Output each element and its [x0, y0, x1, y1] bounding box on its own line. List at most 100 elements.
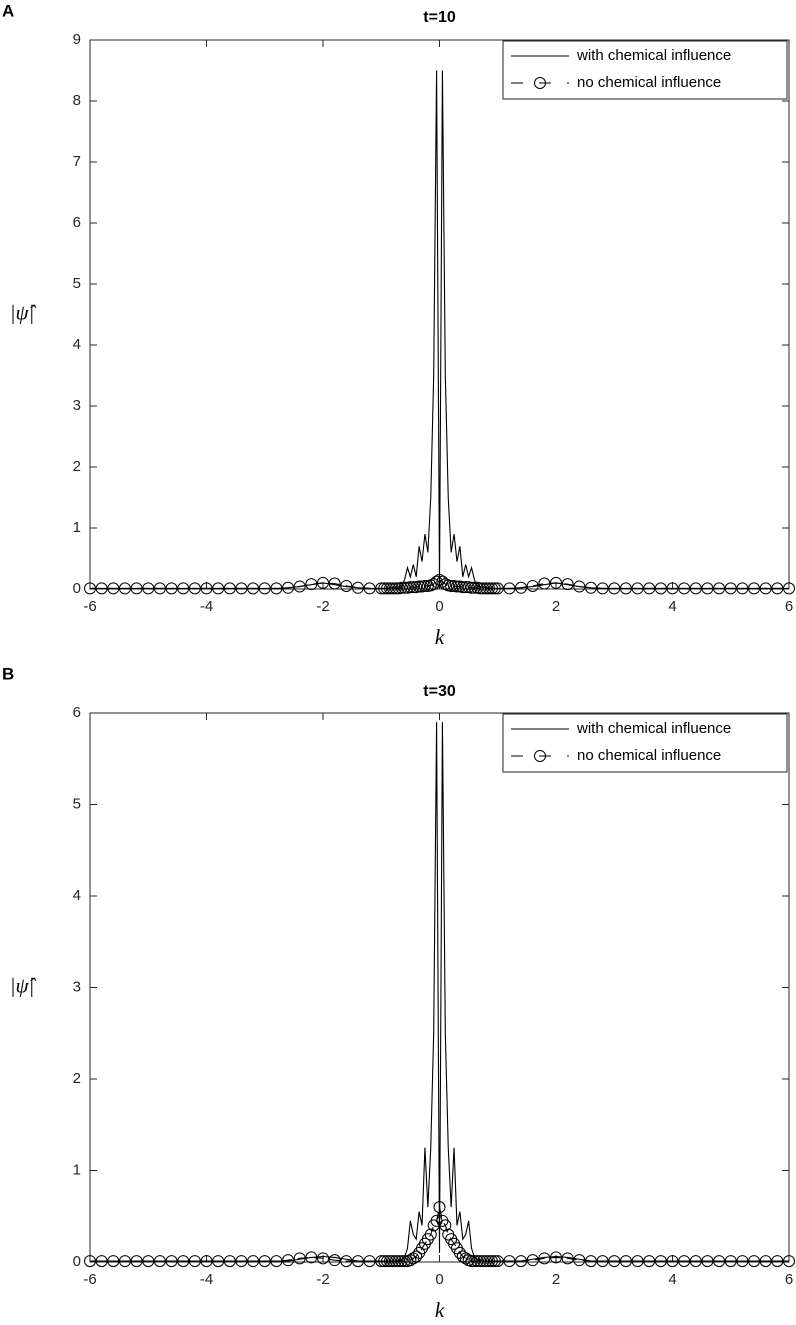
y-tick-label: 5 [73, 795, 81, 812]
y-tick-label: 1 [73, 1161, 81, 1178]
data-point [538, 577, 551, 590]
data-point [619, 582, 632, 595]
data-point [459, 1252, 472, 1265]
x-tick-label: 2 [552, 598, 560, 615]
data-point [503, 1255, 516, 1268]
y-tick-label: 5 [73, 275, 81, 292]
data-point [573, 1254, 586, 1267]
legend-label: no chemical influence [577, 747, 721, 764]
data-point [381, 1255, 394, 1268]
data-point [200, 582, 213, 595]
y-tick-label: 4 [73, 887, 81, 904]
data-point [389, 582, 402, 595]
data-point [584, 1255, 597, 1268]
data-point [654, 582, 667, 595]
y-tick-label: 6 [73, 704, 81, 721]
x-tick-label: 4 [668, 598, 676, 615]
data-point [643, 1255, 656, 1268]
data-point [561, 578, 574, 591]
data-point [678, 1255, 691, 1268]
data-point [724, 582, 737, 595]
data-point [404, 1254, 417, 1267]
data-point [118, 1255, 131, 1268]
data-point [736, 1255, 749, 1268]
data-point [748, 1255, 761, 1268]
data-point [392, 1255, 405, 1268]
data-point [351, 581, 364, 594]
data-point [153, 1255, 166, 1268]
data-point [212, 582, 225, 595]
legend-box [502, 713, 788, 773]
data-point [488, 1255, 501, 1268]
data-point [736, 582, 749, 595]
data-point [305, 578, 318, 591]
data-point [526, 1254, 539, 1267]
data-point [483, 1255, 496, 1268]
data-point [474, 1255, 487, 1268]
panel-label: A [2, 1, 14, 20]
data-point [608, 1255, 621, 1268]
data-point [701, 582, 714, 595]
data-point [404, 581, 417, 594]
data-point [456, 581, 469, 594]
legend-marker [534, 77, 546, 89]
y-tick-label: 0 [73, 580, 81, 597]
x-tick-label: 0 [435, 1271, 443, 1288]
legend-marker [534, 750, 546, 762]
data-point [596, 582, 609, 595]
data-point [689, 1255, 702, 1268]
data-point [468, 1255, 481, 1268]
data-point [95, 582, 108, 595]
data-point [375, 582, 388, 595]
y-axis-label: |ψ̂| [10, 973, 37, 997]
data-point [378, 582, 391, 595]
data-point [340, 1255, 353, 1268]
data-point [398, 1255, 411, 1268]
data-point [654, 1255, 667, 1268]
data-point [477, 1255, 490, 1268]
chart-title: t=10 [423, 9, 456, 26]
data-point [293, 580, 306, 593]
data-point [666, 582, 679, 595]
data-point [118, 582, 131, 595]
data-point [480, 582, 493, 595]
y-tick-label: 7 [73, 153, 81, 170]
data-point [107, 1255, 120, 1268]
data-point [477, 582, 490, 595]
data-point [258, 1255, 271, 1268]
data-point [471, 1255, 484, 1268]
data-point [165, 582, 178, 595]
x-axis-label: k [435, 1298, 445, 1322]
x-tick-label: -2 [316, 598, 329, 615]
data-point [130, 1255, 143, 1268]
data-point [474, 582, 487, 595]
data-point [561, 1252, 574, 1265]
data-point [631, 582, 644, 595]
data-point [235, 582, 248, 595]
data-point [666, 1255, 679, 1268]
data-point [223, 1255, 236, 1268]
data-point [142, 582, 155, 595]
data-point [407, 581, 420, 594]
data-line [90, 579, 789, 589]
data-point [84, 582, 96, 595]
data-point [383, 582, 396, 595]
data-point [771, 582, 784, 595]
data-point [573, 580, 586, 593]
data-point [488, 582, 501, 595]
data-point [340, 579, 353, 592]
data-point [282, 581, 295, 594]
data-point [395, 1255, 408, 1268]
x-tick-label: -6 [83, 1271, 96, 1288]
data-point [235, 1255, 248, 1268]
y-tick-label: 3 [73, 978, 81, 995]
data-point [410, 1250, 423, 1263]
data-point [305, 1251, 318, 1264]
data-point [526, 579, 539, 592]
data-point [468, 581, 481, 594]
data-point [445, 579, 458, 592]
legend-label: no chemical influence [577, 74, 721, 91]
data-point [386, 582, 399, 595]
x-tick-label: 2 [552, 1271, 560, 1288]
y-tick-label: 2 [73, 458, 81, 475]
